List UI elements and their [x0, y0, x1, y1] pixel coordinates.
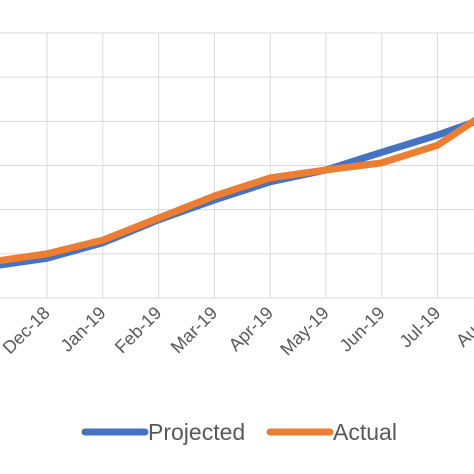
legend-label: Projected [148, 419, 245, 445]
x-tick-label: May-19 [276, 303, 333, 360]
x-tick-label: Feb-19 [111, 303, 165, 357]
x-tick-label: Jul-19 [396, 303, 445, 352]
x-tick-label: Mar-19 [167, 303, 221, 357]
series-line [0, 116, 474, 265]
x-tick-label: Dec-18 [0, 303, 54, 358]
legend-label: Actual [333, 419, 397, 445]
x-tick-label: Aug-1 [452, 303, 474, 351]
x-tick-label: Apr-19 [225, 303, 277, 355]
x-tick-label: Jun-19 [336, 303, 389, 356]
x-tick-label: Jan-19 [57, 303, 110, 356]
